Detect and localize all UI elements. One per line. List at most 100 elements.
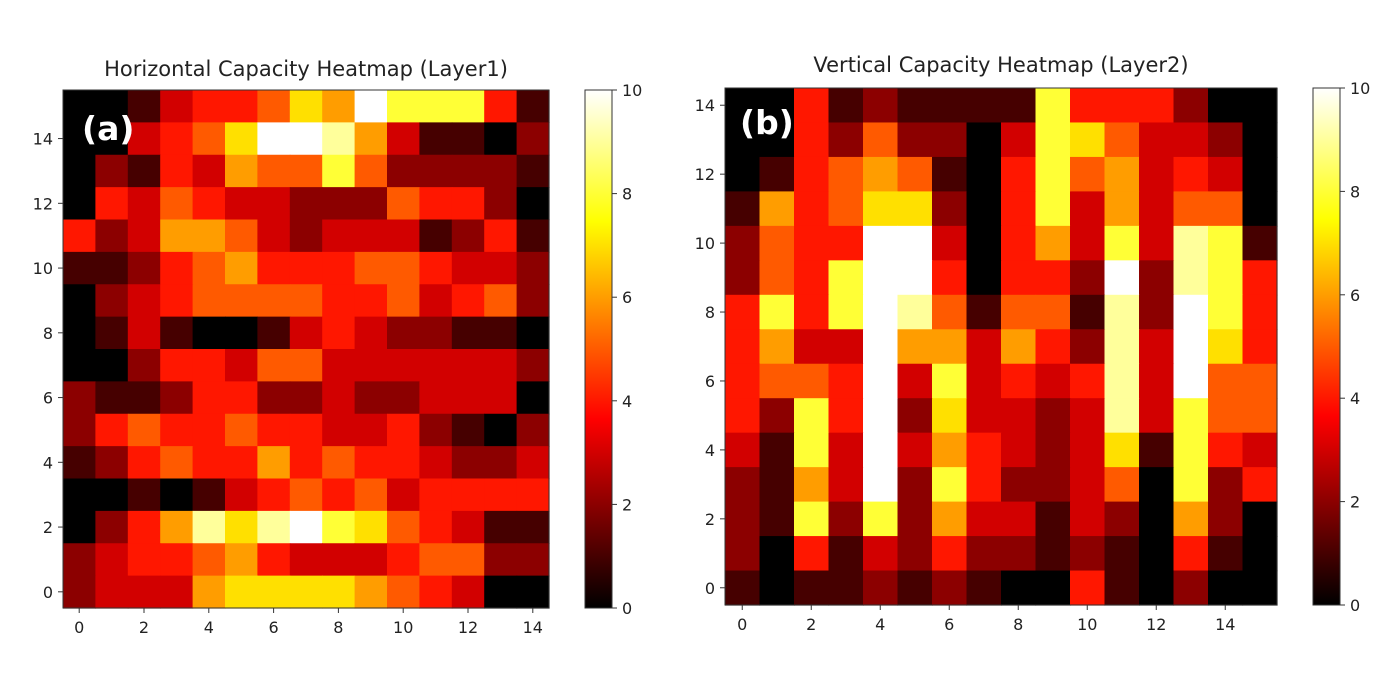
heatmap-cell: [863, 156, 899, 192]
heatmap-cell: [794, 122, 830, 158]
heatmap-cell: [828, 260, 864, 296]
heatmap-cell: [897, 225, 933, 261]
heatmap-cell: [387, 251, 420, 285]
x-tick-label: 14: [1215, 615, 1235, 634]
heatmap-cell: [289, 543, 323, 577]
heatmap-cell: [828, 467, 864, 503]
heatmap-cell: [1173, 398, 1209, 434]
heatmap-cell: [1035, 467, 1071, 503]
heatmap-cell: [354, 413, 388, 447]
heatmap-cell: [257, 510, 291, 544]
heatmap-cell: [1035, 260, 1071, 296]
heatmap-cell: [516, 187, 550, 221]
heatmap-cell: [95, 543, 129, 577]
heatmap-cell: [1173, 122, 1209, 158]
heatmap-cell: [160, 349, 194, 382]
heatmap-cell: [932, 294, 968, 330]
heatmap-cell: [1070, 570, 1106, 606]
heatmap-cell: [725, 156, 761, 192]
x-tick-label: 4: [204, 618, 214, 637]
heatmap-cell: [63, 284, 96, 318]
heatmap-cell: [387, 543, 420, 577]
heatmap-cell: [451, 349, 485, 382]
heatmap-cell: [759, 225, 795, 261]
heatmap-cell: [387, 478, 420, 512]
heatmap-cell: [322, 543, 356, 577]
heatmap-cell: [257, 154, 291, 188]
heatmap-cell: [863, 329, 899, 365]
heatmap-cell: [160, 251, 194, 285]
heatmap-cell: [225, 446, 258, 480]
panel-b-frame: [724, 87, 1278, 606]
panel-a-colorbar: 0 2 4 6 8 10: [584, 81, 642, 618]
heatmap-cell: [484, 510, 518, 544]
heatmap-cell: [160, 413, 194, 447]
heatmap-cell: [828, 570, 864, 606]
heatmap-cell: [1208, 225, 1244, 261]
heatmap-cell: [1001, 294, 1037, 330]
x-tick-label: 0: [74, 618, 84, 637]
heatmap-cell: [387, 381, 420, 415]
heatmap-cell: [863, 191, 899, 227]
heatmap-cell: [127, 90, 161, 123]
heatmap-cell: [1001, 88, 1037, 124]
heatmap-cell: [1173, 294, 1209, 330]
heatmap-cell: [484, 122, 518, 156]
heatmap-cell: [966, 122, 1002, 158]
heatmap-cell: [966, 260, 1002, 296]
heatmap-cell: [725, 432, 761, 468]
heatmap-cell: [932, 536, 968, 572]
heatmap-cell: [1035, 570, 1071, 606]
heatmap-cell: [759, 467, 795, 503]
heatmap-cell: [794, 398, 830, 434]
heatmap-cell: [127, 219, 161, 253]
heatmap-cell: [419, 251, 453, 285]
heatmap-cell: [225, 316, 258, 350]
heatmap-cell: [451, 316, 485, 350]
heatmap-cell: [160, 154, 194, 188]
heatmap-cell: [484, 284, 518, 318]
heatmap-cell: [725, 467, 761, 503]
heatmap-cell: [1208, 329, 1244, 365]
heatmap-cell: [897, 432, 933, 468]
heatmap-cell: [759, 570, 795, 606]
x-tick-label: 12: [458, 618, 478, 637]
heatmap-cell: [322, 510, 356, 544]
y-tick-label: 4: [43, 453, 53, 472]
heatmap-cell: [322, 349, 356, 382]
heatmap-cell: [1139, 363, 1175, 399]
y-tick-label: 12: [33, 194, 53, 213]
x-tick-label: 6: [944, 615, 954, 634]
heatmap-cell: [897, 294, 933, 330]
heatmap-cell: [257, 316, 291, 350]
heatmap-cell: [897, 122, 933, 158]
heatmap-cell: [1242, 467, 1278, 503]
heatmap-cell: [828, 329, 864, 365]
heatmap-cell: [225, 349, 258, 382]
heatmap-cell: [516, 446, 550, 480]
heatmap-cell: [828, 536, 864, 572]
heatmap-cell: [387, 413, 420, 447]
heatmap-cell: [127, 413, 161, 447]
heatmap-cell: [1173, 536, 1209, 572]
heatmap-cell: [160, 478, 194, 512]
heatmap-cell: [1139, 122, 1175, 158]
heatmap-cell: [516, 575, 550, 609]
heatmap-cell: [484, 349, 518, 382]
heatmap-cell: [1242, 156, 1278, 192]
heatmap-cell: [387, 219, 420, 253]
panel-b-x-axis: 0 2 4 6 8 10 12 14: [737, 605, 1235, 634]
heatmap-cell: [127, 122, 161, 156]
heatmap-cell: [225, 284, 258, 318]
heatmap-cell: [1035, 88, 1071, 124]
heatmap-cell: [725, 88, 761, 124]
panel-a-horizontal-heatmap: Horizontal Capacity Heatmap (Layer1) 0 2 4…: [33, 57, 550, 637]
heatmap-cell: [897, 156, 933, 192]
x-tick-label: 12: [1146, 615, 1166, 634]
heatmap-cell: [419, 349, 453, 382]
heatmap-cell: [160, 543, 194, 577]
y-tick-label: 0: [705, 579, 715, 598]
heatmap-cell: [1242, 329, 1278, 365]
heatmap-cell: [387, 510, 420, 544]
heatmap-cell: [257, 446, 291, 480]
